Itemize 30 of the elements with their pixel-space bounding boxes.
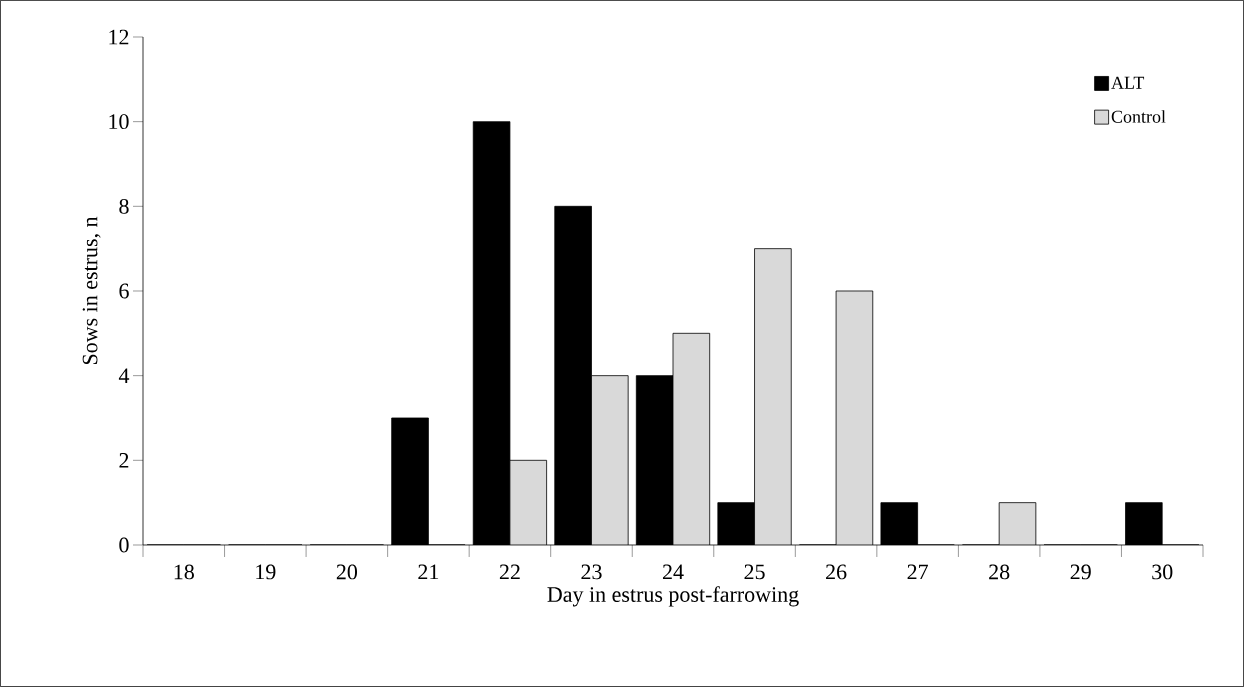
y-tick-label: 10 xyxy=(109,114,129,130)
y-tick-label: 8 xyxy=(119,198,129,214)
legend-label: Control xyxy=(1111,110,1166,123)
bar xyxy=(673,333,710,545)
x-tick-label: 21 xyxy=(418,564,439,580)
bar xyxy=(836,290,873,545)
x-tick-label: 27 xyxy=(907,564,928,580)
x-tick-label: 29 xyxy=(1070,564,1091,580)
bar xyxy=(754,248,792,545)
x-tick-label: 28 xyxy=(989,564,1010,580)
y-tick-label: 4 xyxy=(118,368,130,383)
x-tick-label: 23 xyxy=(581,564,602,580)
y-axis-title: Sows in estrus, n xyxy=(82,216,101,365)
bar xyxy=(591,375,629,545)
x-tick-label: 30 xyxy=(1152,564,1173,580)
x-tick-label: 18 xyxy=(174,564,194,580)
bar xyxy=(509,460,547,545)
x-tick-label: 25 xyxy=(744,564,765,580)
y-tick-label: 6 xyxy=(119,283,129,299)
x-tick-label: 26 xyxy=(826,564,847,580)
y-tick-label: 12 xyxy=(109,29,129,45)
x-tick-label: 24 xyxy=(662,564,684,580)
y-tick-label: 0 xyxy=(119,537,129,553)
x-tick-label: 20 xyxy=(336,564,358,580)
bar xyxy=(999,502,1036,545)
legend-label: ALT xyxy=(1111,76,1145,89)
y-tick-label: 2 xyxy=(119,453,129,468)
x-tick-label: 19 xyxy=(256,564,276,580)
x-axis-title: Day in estrus post-farrowing xyxy=(547,586,799,607)
x-tick-label: 22 xyxy=(499,564,520,580)
